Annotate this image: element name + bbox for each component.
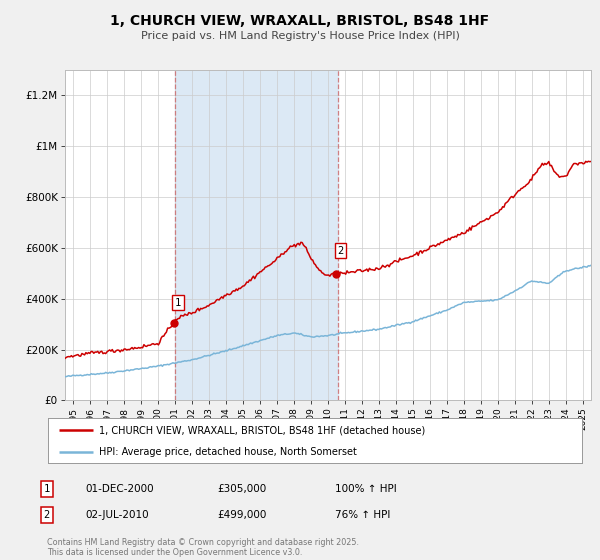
Text: 1: 1 <box>44 484 50 494</box>
Text: Price paid vs. HM Land Registry's House Price Index (HPI): Price paid vs. HM Land Registry's House … <box>140 31 460 41</box>
Text: 76% ↑ HPI: 76% ↑ HPI <box>335 510 390 520</box>
Text: 1, CHURCH VIEW, WRAXALL, BRISTOL, BS48 1HF: 1, CHURCH VIEW, WRAXALL, BRISTOL, BS48 1… <box>110 14 490 28</box>
Text: 1: 1 <box>175 297 181 307</box>
Bar <box>175 70 338 400</box>
Text: HPI: Average price, detached house, North Somerset: HPI: Average price, detached house, Nort… <box>99 447 356 457</box>
Text: £499,000: £499,000 <box>218 510 267 520</box>
Text: 100% ↑ HPI: 100% ↑ HPI <box>335 484 397 494</box>
Text: Contains HM Land Registry data © Crown copyright and database right 2025.
This d: Contains HM Land Registry data © Crown c… <box>47 538 359 557</box>
Text: 1, CHURCH VIEW, WRAXALL, BRISTOL, BS48 1HF (detached house): 1, CHURCH VIEW, WRAXALL, BRISTOL, BS48 1… <box>99 426 425 436</box>
Text: 2: 2 <box>44 510 50 520</box>
Text: 02-JUL-2010: 02-JUL-2010 <box>86 510 149 520</box>
Text: 01-DEC-2000: 01-DEC-2000 <box>86 484 154 494</box>
Text: 2: 2 <box>338 246 344 256</box>
Text: £305,000: £305,000 <box>218 484 267 494</box>
